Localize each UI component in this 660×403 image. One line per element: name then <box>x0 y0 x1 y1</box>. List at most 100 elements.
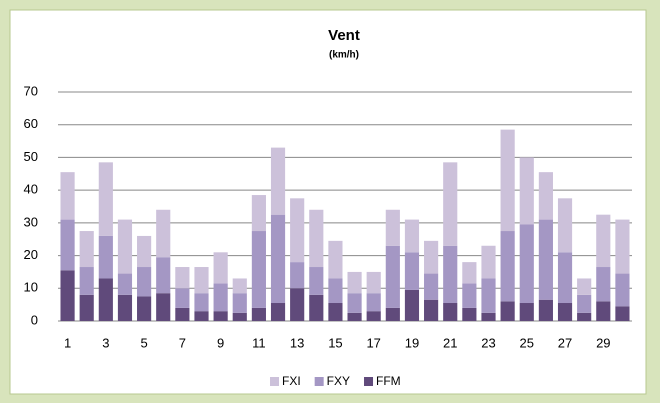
bar-segment <box>481 245 496 279</box>
bar-segment <box>443 162 458 246</box>
bar-segment <box>347 312 362 321</box>
y-tick-label: 20 <box>24 247 38 262</box>
x-tick-label: 1 <box>64 335 71 350</box>
x-tick-label: 3 <box>102 335 109 350</box>
chart-title: Vent <box>328 27 360 44</box>
bar-segment <box>424 240 439 274</box>
bar-segment <box>347 271 362 294</box>
bar-segment <box>194 267 209 294</box>
x-tick-label: 29 <box>596 335 610 350</box>
bar-segment <box>385 307 400 321</box>
bar-segment <box>98 162 113 236</box>
bar-segment <box>60 270 75 321</box>
bar-segment <box>232 293 247 313</box>
bar-segment <box>194 293 209 312</box>
bar-segment <box>290 198 305 263</box>
bar-segment <box>232 278 247 294</box>
bar-segment <box>596 214 611 268</box>
bar-segment <box>137 235 152 268</box>
x-tick-label: 15 <box>328 335 342 350</box>
bar-segment <box>577 312 592 321</box>
x-tick-label: 23 <box>481 335 495 350</box>
x-tick-label: 17 <box>366 335 380 350</box>
bar-segment <box>366 293 381 312</box>
x-tick-label: 21 <box>443 335 457 350</box>
bar-segment <box>615 306 630 321</box>
bar-segment <box>596 301 611 321</box>
x-tick-label: 13 <box>290 335 304 350</box>
x-tick-label: 27 <box>558 335 572 350</box>
bar-segment <box>309 267 324 295</box>
bar-segment <box>98 235 113 279</box>
bar-segment <box>519 224 534 304</box>
bar-segment <box>538 172 553 220</box>
bar-segment <box>366 311 381 321</box>
bar-segment <box>615 273 630 307</box>
bar-segment <box>213 311 228 321</box>
legend-swatch <box>270 377 279 386</box>
bar-segment <box>270 303 286 321</box>
bar-segment <box>481 312 496 321</box>
bar-segment <box>117 273 133 295</box>
bar-segment <box>615 219 630 274</box>
bar-segment <box>213 283 228 312</box>
bar-segment <box>557 303 573 321</box>
x-tick-label: 25 <box>520 335 534 350</box>
bar-segment <box>557 252 573 304</box>
bar-segment <box>500 301 515 321</box>
x-tick-label: 11 <box>252 335 266 350</box>
bar-segment <box>270 147 286 215</box>
bar-segment <box>385 245 400 308</box>
x-tick-label: 7 <box>179 335 186 350</box>
bar-segment <box>79 231 94 268</box>
bar-segment <box>328 303 343 321</box>
bar-segment <box>98 278 113 321</box>
bar-segment <box>404 252 420 290</box>
bar-segment <box>481 278 496 313</box>
bar-segment <box>309 209 324 268</box>
bar-segment <box>175 267 190 289</box>
x-tick-label: 5 <box>140 335 147 350</box>
legend-swatch <box>364 377 374 386</box>
legend-label: FFM <box>376 374 401 388</box>
bar-segment <box>175 288 190 308</box>
bar-segment <box>290 262 305 289</box>
y-tick-label: 40 <box>24 182 38 197</box>
bar-segment <box>175 307 190 321</box>
bar-segment <box>309 294 324 321</box>
bar-segment <box>443 245 458 304</box>
bar-segment <box>366 271 381 294</box>
bar-segment <box>462 307 477 321</box>
bar-segment <box>232 312 247 321</box>
bar-segment <box>424 299 439 321</box>
bar-segment <box>443 303 458 321</box>
bar-segment <box>404 289 420 321</box>
y-tick-label: 60 <box>24 116 38 131</box>
bar-segment <box>251 231 266 308</box>
y-tick-label: 0 <box>31 312 38 327</box>
bar-segment <box>519 303 534 321</box>
bar-segment <box>328 240 343 279</box>
bar-segment <box>79 294 94 321</box>
legend-label: FXY <box>327 374 350 388</box>
bar-segment <box>557 198 573 253</box>
x-tick-label: 9 <box>217 335 224 350</box>
bar-segment <box>137 267 152 297</box>
bar-segment <box>347 293 362 313</box>
bar-segment <box>538 299 553 321</box>
bar-segment <box>404 219 420 253</box>
bar-segment <box>194 311 209 321</box>
bar-segment <box>156 209 171 258</box>
bar-segment <box>577 294 592 313</box>
bar-segment <box>385 209 400 246</box>
y-tick-label: 50 <box>24 149 38 164</box>
x-tick-label: 19 <box>405 335 419 350</box>
bar-segment <box>156 293 171 321</box>
bar-segment <box>424 273 439 300</box>
bar-segment <box>519 157 534 225</box>
y-tick-label: 70 <box>24 83 38 98</box>
bar-segment <box>462 262 477 284</box>
bar-segment <box>462 283 477 308</box>
chart-subtitle: (km/h) <box>329 50 359 61</box>
